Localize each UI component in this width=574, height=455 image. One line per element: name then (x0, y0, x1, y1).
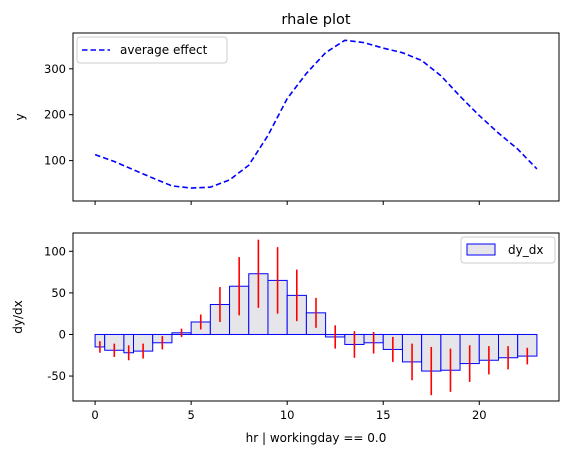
dy-dx-error-bars (99, 239, 529, 396)
legend-label-dy-dx: dy_dx (508, 243, 543, 257)
top-y-tick-label: 100 (44, 154, 66, 168)
bottom-x-ticks: 0 5 10 15 20 (91, 401, 487, 422)
bottom-y-tick-label: 100 (44, 244, 66, 258)
average-effect-line (94, 39, 538, 189)
bottom-y-ticks: -50 0 50 100 (44, 244, 73, 383)
top-legend: average effect (76, 36, 228, 64)
bottom-x-tick-label: 10 (280, 408, 295, 422)
top-y-axis-label: y (13, 113, 27, 120)
legend-label-average-effect: average effect (120, 43, 208, 57)
top-y-ticks: 100 200 300 (44, 62, 73, 168)
bottom-y-tick-label: 50 (51, 286, 66, 300)
top-y-tick-label: 300 (44, 62, 66, 76)
legend-bar-swatch-icon (466, 243, 496, 256)
bottom-x-tick-label: 15 (376, 408, 391, 422)
bottom-y-tick-label: 0 (59, 327, 66, 341)
top-legend-box (76, 36, 228, 64)
top-y-tick-label: 200 (44, 108, 66, 122)
bottom-x-tick-label: 0 (91, 408, 98, 422)
bottom-y-axis-label: dy/dx (11, 300, 25, 333)
top-x-ticks (94, 201, 480, 205)
bottom-x-tick-label: 20 (472, 408, 487, 422)
bottom-x-axis-label: hr | workingday == 0.0 (246, 431, 387, 445)
chart-title: rhale plot (281, 12, 350, 28)
top-plot-frame (72, 32, 560, 202)
bottom-legend: dy_dx (460, 236, 556, 264)
bottom-plot-frame (72, 232, 560, 402)
average-effect-panel: rhale plot y 100 200 300 average effect (13, 12, 560, 205)
average-effect-series (94, 39, 538, 189)
bottom-y-tick-label: -50 (47, 369, 66, 383)
bottom-x-tick-label: 5 (187, 408, 194, 422)
